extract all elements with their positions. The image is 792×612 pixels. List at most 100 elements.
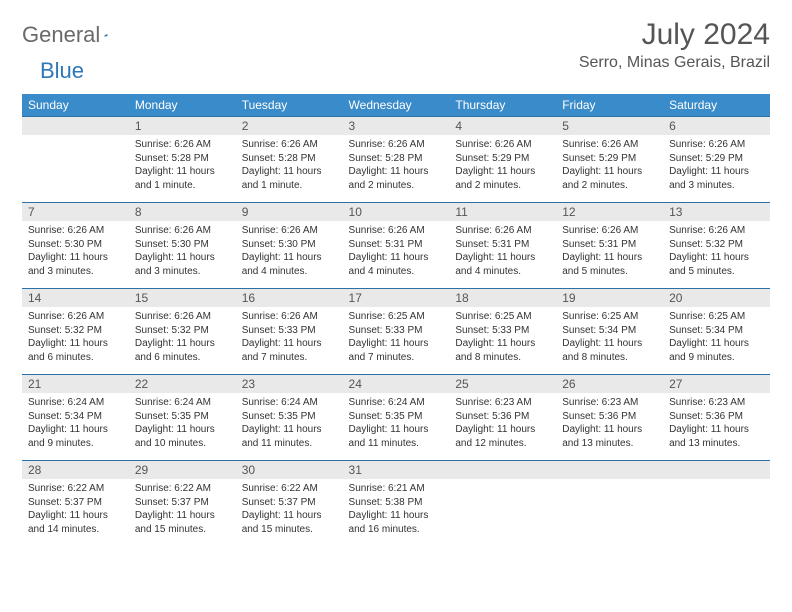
calendar-cell: 1Sunrise: 6:26 AMSunset: 5:28 PMDaylight…: [129, 117, 236, 203]
calendar-cell: [449, 461, 556, 547]
calendar-cell: 2Sunrise: 6:26 AMSunset: 5:28 PMDaylight…: [236, 117, 343, 203]
day-details: Sunrise: 6:26 AMSunset: 5:28 PMDaylight:…: [129, 135, 236, 196]
day-details: Sunrise: 6:22 AMSunset: 5:37 PMDaylight:…: [129, 479, 236, 540]
day-number: 6: [663, 117, 770, 135]
day-number: 31: [343, 461, 450, 479]
day-details: Sunrise: 6:22 AMSunset: 5:37 PMDaylight:…: [22, 479, 129, 540]
day-number: 24: [343, 375, 450, 393]
calendar-cell: [663, 461, 770, 547]
weekday-header: Wednesday: [343, 94, 450, 117]
day-details: Sunrise: 6:24 AMSunset: 5:35 PMDaylight:…: [236, 393, 343, 454]
calendar-cell: 26Sunrise: 6:23 AMSunset: 5:36 PMDayligh…: [556, 375, 663, 461]
day-details: Sunrise: 6:23 AMSunset: 5:36 PMDaylight:…: [663, 393, 770, 454]
calendar-cell: 10Sunrise: 6:26 AMSunset: 5:31 PMDayligh…: [343, 203, 450, 289]
day-details: Sunrise: 6:21 AMSunset: 5:38 PMDaylight:…: [343, 479, 450, 540]
calendar-cell: 30Sunrise: 6:22 AMSunset: 5:37 PMDayligh…: [236, 461, 343, 547]
day-details: Sunrise: 6:26 AMSunset: 5:30 PMDaylight:…: [236, 221, 343, 282]
day-details: Sunrise: 6:26 AMSunset: 5:32 PMDaylight:…: [663, 221, 770, 282]
calendar-cell: 7Sunrise: 6:26 AMSunset: 5:30 PMDaylight…: [22, 203, 129, 289]
day-details: Sunrise: 6:26 AMSunset: 5:30 PMDaylight:…: [22, 221, 129, 282]
calendar-cell: 4Sunrise: 6:26 AMSunset: 5:29 PMDaylight…: [449, 117, 556, 203]
day-number: 16: [236, 289, 343, 307]
day-details: Sunrise: 6:26 AMSunset: 5:31 PMDaylight:…: [343, 221, 450, 282]
calendar-cell: 22Sunrise: 6:24 AMSunset: 5:35 PMDayligh…: [129, 375, 236, 461]
day-number: 19: [556, 289, 663, 307]
day-number: 9: [236, 203, 343, 221]
day-details: Sunrise: 6:25 AMSunset: 5:33 PMDaylight:…: [343, 307, 450, 368]
day-number: 11: [449, 203, 556, 221]
title-block: July 2024 Serro, Minas Gerais, Brazil: [579, 18, 770, 72]
calendar-cell: 15Sunrise: 6:26 AMSunset: 5:32 PMDayligh…: [129, 289, 236, 375]
day-number: [556, 461, 663, 479]
calendar-body: 1Sunrise: 6:26 AMSunset: 5:28 PMDaylight…: [22, 117, 770, 547]
logo-text-left: General: [22, 22, 100, 48]
day-number: [663, 461, 770, 479]
calendar-table: Sunday Monday Tuesday Wednesday Thursday…: [22, 94, 770, 547]
calendar-cell: 19Sunrise: 6:25 AMSunset: 5:34 PMDayligh…: [556, 289, 663, 375]
day-details: Sunrise: 6:26 AMSunset: 5:29 PMDaylight:…: [449, 135, 556, 196]
day-number: 25: [449, 375, 556, 393]
day-details: Sunrise: 6:23 AMSunset: 5:36 PMDaylight:…: [556, 393, 663, 454]
day-number: 15: [129, 289, 236, 307]
calendar-cell: 14Sunrise: 6:26 AMSunset: 5:32 PMDayligh…: [22, 289, 129, 375]
calendar-cell: 27Sunrise: 6:23 AMSunset: 5:36 PMDayligh…: [663, 375, 770, 461]
calendar-cell: 11Sunrise: 6:26 AMSunset: 5:31 PMDayligh…: [449, 203, 556, 289]
calendar-week-row: 28Sunrise: 6:22 AMSunset: 5:37 PMDayligh…: [22, 461, 770, 547]
day-details: Sunrise: 6:25 AMSunset: 5:34 PMDaylight:…: [663, 307, 770, 368]
day-number: 30: [236, 461, 343, 479]
day-details: Sunrise: 6:26 AMSunset: 5:32 PMDaylight:…: [22, 307, 129, 368]
day-details: Sunrise: 6:25 AMSunset: 5:33 PMDaylight:…: [449, 307, 556, 368]
weekday-header: Monday: [129, 94, 236, 117]
calendar-cell: 17Sunrise: 6:25 AMSunset: 5:33 PMDayligh…: [343, 289, 450, 375]
calendar-week-row: 7Sunrise: 6:26 AMSunset: 5:30 PMDaylight…: [22, 203, 770, 289]
logo: General: [22, 18, 128, 48]
calendar-cell: [22, 117, 129, 203]
day-details: Sunrise: 6:26 AMSunset: 5:30 PMDaylight:…: [129, 221, 236, 282]
day-details: Sunrise: 6:22 AMSunset: 5:37 PMDaylight:…: [236, 479, 343, 540]
calendar-cell: 5Sunrise: 6:26 AMSunset: 5:29 PMDaylight…: [556, 117, 663, 203]
calendar-cell: 12Sunrise: 6:26 AMSunset: 5:31 PMDayligh…: [556, 203, 663, 289]
day-number: 4: [449, 117, 556, 135]
calendar-cell: 21Sunrise: 6:24 AMSunset: 5:34 PMDayligh…: [22, 375, 129, 461]
day-details: Sunrise: 6:24 AMSunset: 5:34 PMDaylight:…: [22, 393, 129, 454]
day-number: 8: [129, 203, 236, 221]
day-number: 7: [22, 203, 129, 221]
calendar-cell: 18Sunrise: 6:25 AMSunset: 5:33 PMDayligh…: [449, 289, 556, 375]
day-number: 20: [663, 289, 770, 307]
calendar-cell: 23Sunrise: 6:24 AMSunset: 5:35 PMDayligh…: [236, 375, 343, 461]
day-details: Sunrise: 6:23 AMSunset: 5:36 PMDaylight:…: [449, 393, 556, 454]
day-number: 18: [449, 289, 556, 307]
day-number: 22: [129, 375, 236, 393]
logo-text-right: Blue: [22, 58, 84, 84]
day-details: Sunrise: 6:26 AMSunset: 5:31 PMDaylight:…: [556, 221, 663, 282]
calendar-cell: 25Sunrise: 6:23 AMSunset: 5:36 PMDayligh…: [449, 375, 556, 461]
calendar-cell: 8Sunrise: 6:26 AMSunset: 5:30 PMDaylight…: [129, 203, 236, 289]
day-details: Sunrise: 6:24 AMSunset: 5:35 PMDaylight:…: [129, 393, 236, 454]
calendar-cell: 3Sunrise: 6:26 AMSunset: 5:28 PMDaylight…: [343, 117, 450, 203]
day-details: Sunrise: 6:26 AMSunset: 5:28 PMDaylight:…: [236, 135, 343, 196]
day-details: Sunrise: 6:26 AMSunset: 5:28 PMDaylight:…: [343, 135, 450, 196]
day-number: 21: [22, 375, 129, 393]
calendar-week-row: 1Sunrise: 6:26 AMSunset: 5:28 PMDaylight…: [22, 117, 770, 203]
day-number: 1: [129, 117, 236, 135]
calendar-cell: 20Sunrise: 6:25 AMSunset: 5:34 PMDayligh…: [663, 289, 770, 375]
day-number: 27: [663, 375, 770, 393]
location: Serro, Minas Gerais, Brazil: [579, 54, 770, 72]
day-number: 26: [556, 375, 663, 393]
day-number: 28: [22, 461, 129, 479]
calendar-cell: 28Sunrise: 6:22 AMSunset: 5:37 PMDayligh…: [22, 461, 129, 547]
calendar-cell: 16Sunrise: 6:26 AMSunset: 5:33 PMDayligh…: [236, 289, 343, 375]
day-number: 3: [343, 117, 450, 135]
day-details: Sunrise: 6:26 AMSunset: 5:31 PMDaylight:…: [449, 221, 556, 282]
weekday-header: Thursday: [449, 94, 556, 117]
day-number: 12: [556, 203, 663, 221]
weekday-header: Friday: [556, 94, 663, 117]
calendar-cell: 6Sunrise: 6:26 AMSunset: 5:29 PMDaylight…: [663, 117, 770, 203]
calendar-week-row: 14Sunrise: 6:26 AMSunset: 5:32 PMDayligh…: [22, 289, 770, 375]
calendar-cell: 13Sunrise: 6:26 AMSunset: 5:32 PMDayligh…: [663, 203, 770, 289]
calendar-cell: 31Sunrise: 6:21 AMSunset: 5:38 PMDayligh…: [343, 461, 450, 547]
day-number: 17: [343, 289, 450, 307]
calendar-cell: 29Sunrise: 6:22 AMSunset: 5:37 PMDayligh…: [129, 461, 236, 547]
day-details: Sunrise: 6:26 AMSunset: 5:29 PMDaylight:…: [663, 135, 770, 196]
calendar-cell: [556, 461, 663, 547]
